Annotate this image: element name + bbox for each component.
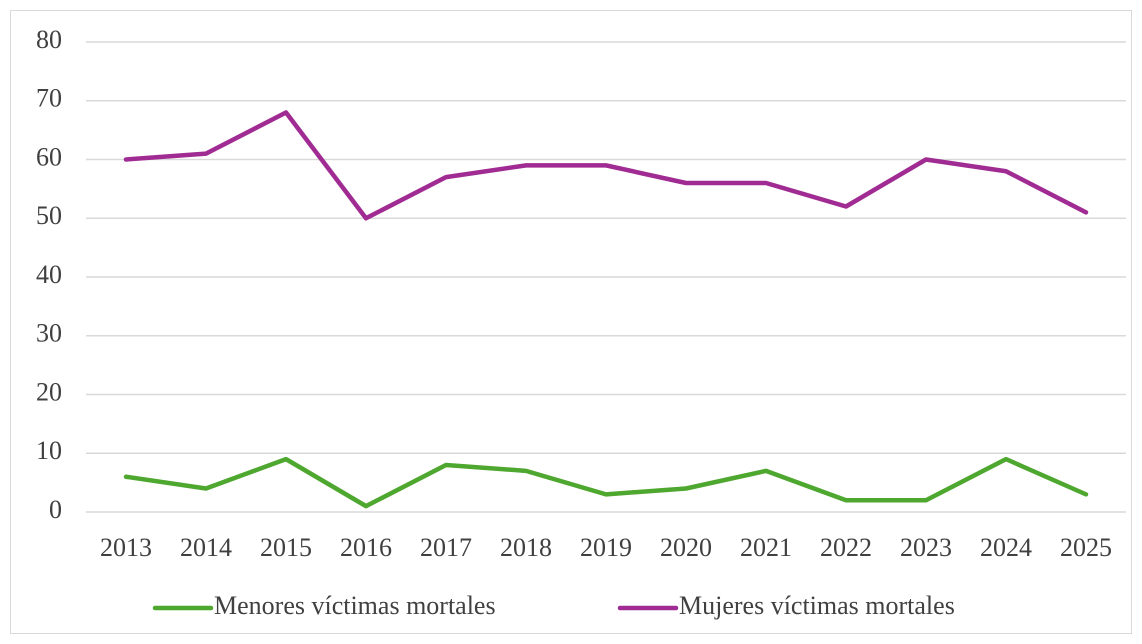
y-tick-label: 40 bbox=[36, 260, 62, 289]
x-tick-label: 2024 bbox=[980, 533, 1032, 562]
y-tick-label: 80 bbox=[36, 25, 62, 54]
y-tick-label: 30 bbox=[36, 319, 62, 348]
y-tick-label: 10 bbox=[36, 436, 62, 465]
x-tick-label: 2021 bbox=[740, 533, 792, 562]
y-tick-label: 60 bbox=[36, 142, 62, 171]
x-tick-label: 2018 bbox=[500, 533, 552, 562]
x-tick-label: 2017 bbox=[420, 533, 472, 562]
y-tick-label: 50 bbox=[36, 201, 62, 230]
y-tick-label: 20 bbox=[36, 377, 62, 406]
y-tick-label: 70 bbox=[36, 84, 62, 113]
x-tick-label: 2015 bbox=[260, 533, 312, 562]
x-tick-label: 2019 bbox=[580, 533, 632, 562]
x-tick-label: 2016 bbox=[340, 533, 392, 562]
chart-frame bbox=[10, 10, 1132, 634]
x-tick-label: 2025 bbox=[1060, 533, 1112, 562]
legend-label: Mujeres víctimas mortales bbox=[679, 591, 955, 620]
x-tick-label: 2023 bbox=[900, 533, 952, 562]
x-tick-label: 2022 bbox=[820, 533, 872, 562]
x-tick-label: 2013 bbox=[100, 533, 152, 562]
x-tick-label: 2020 bbox=[660, 533, 712, 562]
y-tick-label: 0 bbox=[49, 495, 62, 524]
legend-label: Menores víctimas mortales bbox=[214, 591, 496, 620]
series-line bbox=[123, 456, 1089, 509]
series-line bbox=[123, 110, 1089, 221]
x-tick-label: 2014 bbox=[180, 533, 232, 562]
